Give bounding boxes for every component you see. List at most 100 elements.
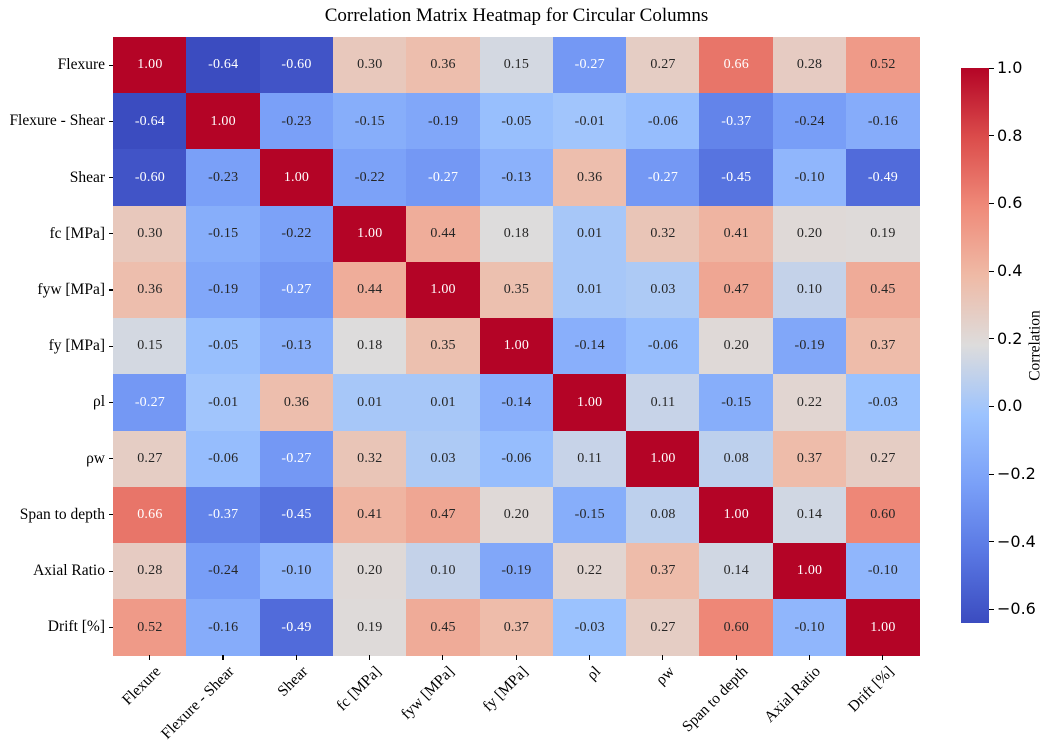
x-axis-label: fyw [MPa] bbox=[398, 663, 458, 724]
y-tick-mark bbox=[108, 458, 113, 460]
heatmap-cell: 1.00 bbox=[479, 318, 554, 375]
y-tick-mark bbox=[108, 570, 113, 572]
heatmap-cell: 1.00 bbox=[846, 599, 920, 656]
heatmap-cell: 0.66 bbox=[113, 486, 187, 544]
colorbar-tick-label: 0.8 bbox=[997, 125, 1023, 145]
heatmap-cell: 0.18 bbox=[479, 205, 554, 263]
colorbar-tick-label: −0.6 bbox=[997, 599, 1036, 619]
heatmap-cell: 0.18 bbox=[332, 318, 407, 375]
heatmap-cell: -0.64 bbox=[186, 37, 261, 94]
heatmap-cell: 0.11 bbox=[626, 374, 700, 431]
heatmap-cell: 0.44 bbox=[332, 261, 407, 319]
heatmap-cell: 0.08 bbox=[699, 430, 774, 488]
heatmap-cell: 0.41 bbox=[699, 205, 774, 263]
heatmap-cell: -0.27 bbox=[626, 149, 700, 207]
heatmap-cell: -0.60 bbox=[113, 149, 187, 207]
colorbar-tick-label: −0.2 bbox=[997, 464, 1036, 484]
x-axis-label: Drift [%] bbox=[845, 663, 898, 716]
heatmap-cell: 0.27 bbox=[626, 599, 700, 656]
heatmap-cell: -0.15 bbox=[699, 374, 774, 431]
y-tick-mark bbox=[108, 120, 113, 122]
x-tick-mark bbox=[882, 655, 884, 660]
colorbar-tick-label: −0.4 bbox=[997, 531, 1036, 551]
colorbar-tick-mark bbox=[989, 608, 994, 611]
heatmap-cell: 0.36 bbox=[406, 37, 480, 94]
heatmap-cell: 0.45 bbox=[406, 599, 480, 656]
heatmap-cell: -0.19 bbox=[479, 542, 554, 600]
heatmap-cell: -0.49 bbox=[259, 599, 334, 656]
heatmap-cell: -0.19 bbox=[186, 261, 261, 319]
heatmap-cell: 0.37 bbox=[772, 430, 847, 488]
y-axis-label: Span to depth bbox=[19, 505, 105, 523]
heatmap-cell: 0.32 bbox=[332, 430, 407, 488]
y-axis-label: Shear bbox=[69, 168, 105, 186]
x-tick-mark bbox=[515, 655, 517, 660]
heatmap-cell: -0.45 bbox=[699, 149, 774, 207]
y-axis-label: Axial Ratio bbox=[33, 562, 105, 580]
heatmap-cell: 0.27 bbox=[113, 430, 187, 488]
heatmap-cell: -0.10 bbox=[772, 149, 847, 207]
heatmap-cell: -0.23 bbox=[259, 93, 334, 150]
colorbar-tick-label: 1.0 bbox=[997, 58, 1023, 77]
heatmap-cell: -0.06 bbox=[626, 93, 700, 150]
heatmap-cell: 0.22 bbox=[552, 542, 627, 600]
chart-title: Correlation Matrix Heatmap for Circular … bbox=[324, 5, 709, 26]
heatmap-cell: 1.00 bbox=[699, 486, 774, 544]
heatmap-cell: -0.22 bbox=[259, 205, 334, 263]
heatmap-cell: 0.52 bbox=[846, 37, 920, 94]
heatmap-cell: -0.03 bbox=[552, 599, 627, 656]
heatmap-cell: -0.05 bbox=[186, 318, 261, 375]
x-axis-label: ρl bbox=[583, 663, 605, 684]
heatmap-cell: 0.30 bbox=[332, 37, 407, 94]
x-axis-label: fc [MPa] bbox=[333, 663, 385, 715]
heatmap-cell: -0.24 bbox=[772, 93, 847, 150]
y-axis-label: fc [MPa] bbox=[49, 224, 105, 242]
heatmap-cell: -0.13 bbox=[479, 149, 554, 207]
heatmap-cell: 0.20 bbox=[772, 205, 847, 263]
heatmap-cell: 0.35 bbox=[479, 261, 554, 319]
x-tick-mark bbox=[442, 655, 444, 660]
heatmap-cell: 0.01 bbox=[552, 261, 627, 319]
heatmap-cell: 0.47 bbox=[699, 261, 774, 319]
heatmap-cell: 1.00 bbox=[113, 37, 187, 94]
y-axis-label: fy [MPa] bbox=[48, 337, 105, 355]
heatmap-cell: -0.27 bbox=[259, 430, 334, 488]
heatmap-cell: 0.37 bbox=[626, 542, 700, 600]
y-axis-label: fyw [MPa] bbox=[37, 280, 105, 298]
x-axis-label: Axial Ratio bbox=[761, 663, 825, 727]
heatmap-cell: 0.20 bbox=[479, 486, 554, 544]
colorbar-tick-mark bbox=[989, 202, 994, 204]
heatmap-cell: 0.28 bbox=[113, 542, 187, 600]
x-axis-label: fy [MPa] bbox=[479, 663, 532, 716]
heatmap-cell: 0.37 bbox=[479, 599, 554, 656]
heatmap-cell: -0.16 bbox=[186, 599, 261, 656]
heatmap-cell: -0.27 bbox=[552, 37, 627, 94]
heatmap-cell: 0.03 bbox=[406, 430, 480, 488]
x-tick-mark bbox=[149, 655, 151, 660]
colorbar-tick-mark bbox=[989, 135, 994, 137]
heatmap-cell: 0.27 bbox=[846, 430, 920, 488]
heatmap-cell: -0.10 bbox=[846, 542, 920, 600]
heatmap-cell: -0.14 bbox=[552, 318, 627, 375]
y-tick-mark bbox=[108, 626, 113, 628]
y-axis-label: Drift [%] bbox=[47, 618, 105, 636]
y-tick-mark bbox=[108, 64, 113, 66]
heatmap-cell: -0.24 bbox=[186, 542, 261, 600]
heatmap-cell: 0.15 bbox=[479, 37, 554, 94]
y-tick-mark bbox=[108, 177, 113, 179]
heatmap-cell: 0.01 bbox=[332, 374, 407, 431]
heatmap-cell: 0.45 bbox=[846, 261, 920, 319]
heatmap-cell: 1.00 bbox=[259, 149, 334, 207]
heatmap-cell: -0.27 bbox=[259, 261, 334, 319]
heatmap-cell: 0.03 bbox=[626, 261, 700, 319]
heatmap-cell: 0.36 bbox=[259, 374, 334, 431]
heatmap-cell: 0.19 bbox=[846, 205, 920, 263]
heatmap-cell: -0.49 bbox=[846, 149, 920, 207]
heatmap-cell: 0.11 bbox=[552, 430, 627, 488]
heatmap-cell: 0.36 bbox=[552, 149, 627, 207]
colorbar-tick-mark bbox=[989, 405, 994, 407]
y-tick-mark bbox=[108, 289, 113, 291]
heatmap-cell: -0.15 bbox=[186, 205, 261, 263]
heatmap-cell: 0.14 bbox=[772, 486, 847, 544]
